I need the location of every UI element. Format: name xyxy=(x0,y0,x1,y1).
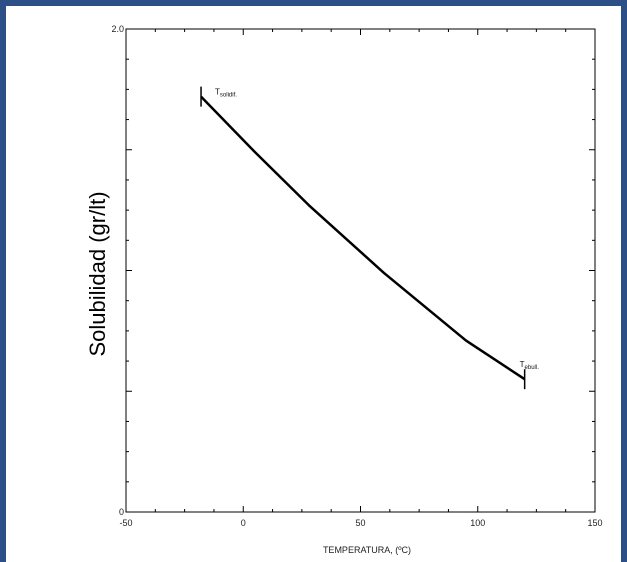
y-tick-label: 0 xyxy=(119,507,124,517)
solidification-label: Tsolidif. xyxy=(215,88,237,99)
x-tick-label: 0 xyxy=(241,518,246,528)
chart-frame: -50 0 50 100 150 0 2.0 Tsolidif. Tebull. TEMPER… xyxy=(6,6,621,562)
x-tick-label: 150 xyxy=(587,518,602,528)
y-tick-label: 2.0 xyxy=(111,24,124,34)
y-axis-title: Solubilidad (gr/lt) xyxy=(85,191,110,356)
boiling-label: Tebull. xyxy=(520,360,540,371)
x-tick-label: 100 xyxy=(470,518,485,528)
plot-border xyxy=(125,28,596,513)
x-tick-label: -50 xyxy=(119,518,132,528)
solubility-line xyxy=(200,95,526,381)
x-tick-label: 50 xyxy=(355,518,365,528)
x-axis-title: TEMPERATURA, (ºC) xyxy=(323,545,411,555)
